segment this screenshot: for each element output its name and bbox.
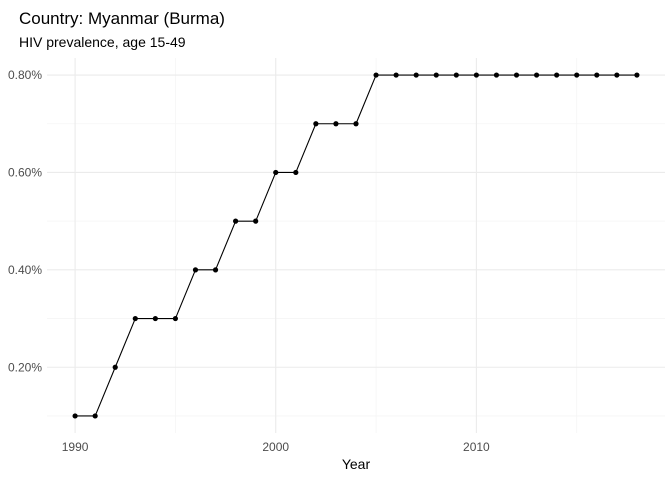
major-gridlines bbox=[47, 58, 665, 433]
data-point bbox=[473, 72, 479, 78]
data-point bbox=[212, 267, 219, 273]
data-point bbox=[112, 364, 118, 370]
x-axis-title: Year bbox=[342, 456, 371, 472]
data-point bbox=[533, 72, 540, 78]
data-point bbox=[513, 72, 520, 78]
y-tick-label: 0.80% bbox=[8, 68, 42, 82]
data-point bbox=[313, 121, 319, 127]
data-point bbox=[614, 72, 620, 78]
data-point bbox=[152, 315, 158, 322]
data-point bbox=[373, 72, 379, 78]
data-point bbox=[413, 72, 419, 78]
data-point bbox=[192, 267, 199, 273]
data-point bbox=[353, 121, 359, 127]
chart-subtitle: HIV prevalence, age 15-49 bbox=[19, 34, 186, 50]
x-axis-tick-labels: 1990 2000 2010 bbox=[62, 440, 490, 454]
y-tick-label: 0.20% bbox=[8, 360, 42, 374]
data-point bbox=[132, 315, 138, 322]
x-tick-label: 1990 bbox=[62, 440, 89, 454]
y-axis-tick-labels: 0.20% 0.40% 0.60% 0.80% bbox=[8, 68, 42, 374]
data-point bbox=[72, 413, 78, 419]
data-point bbox=[293, 169, 299, 176]
data-point bbox=[253, 218, 259, 224]
data-point bbox=[433, 72, 439, 78]
y-tick-label: 0.40% bbox=[8, 263, 42, 277]
data-point bbox=[233, 218, 239, 224]
data-point bbox=[594, 72, 600, 78]
x-tick-label: 2000 bbox=[262, 440, 289, 454]
data-point bbox=[333, 121, 339, 127]
series-points-group bbox=[72, 72, 640, 419]
data-point bbox=[92, 413, 98, 419]
data-point bbox=[574, 72, 580, 78]
data-point bbox=[273, 169, 279, 176]
data-point bbox=[393, 72, 399, 78]
data-point bbox=[172, 315, 179, 322]
chart-title: Country: Myanmar (Burma) bbox=[19, 9, 225, 28]
y-tick-label: 0.60% bbox=[8, 165, 42, 179]
data-point bbox=[634, 72, 640, 78]
data-point bbox=[453, 72, 459, 78]
data-point bbox=[554, 72, 560, 78]
data-point bbox=[493, 72, 500, 78]
x-tick-label: 2010 bbox=[463, 440, 490, 454]
